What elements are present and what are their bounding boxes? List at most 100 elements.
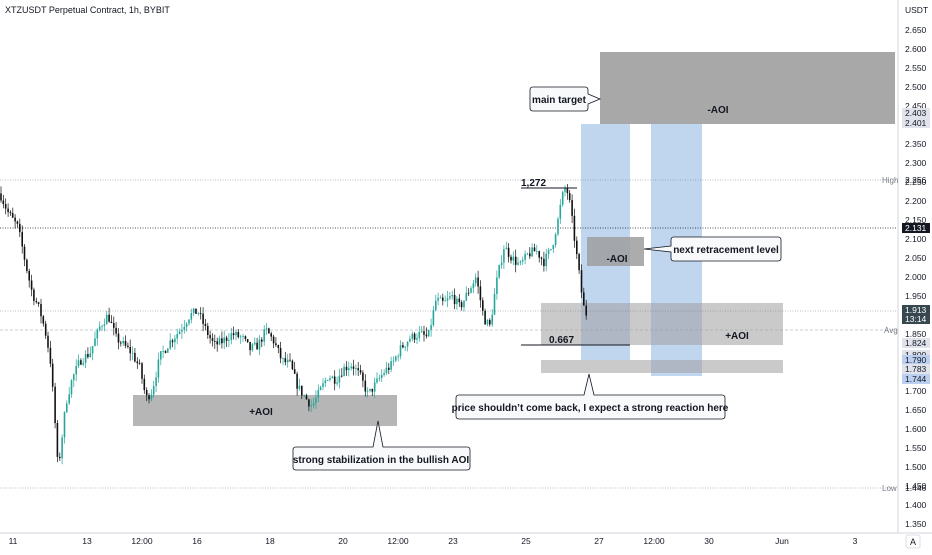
candle-body <box>474 277 477 284</box>
candle-body <box>282 358 284 359</box>
candle-body <box>237 332 240 338</box>
neg-aoi-mid-label: -AOI <box>606 254 627 265</box>
main-target-aoi-zone[interactable] <box>600 52 895 124</box>
candle-body <box>512 256 515 261</box>
candle-body <box>345 366 348 371</box>
candle-body <box>171 340 174 343</box>
candle-body <box>554 234 557 245</box>
candle-body <box>576 240 578 255</box>
candle-body <box>322 383 324 387</box>
candle-body <box>56 423 59 457</box>
candle-body <box>120 342 122 344</box>
candle-body <box>533 247 536 252</box>
candle-body <box>484 310 486 325</box>
bullish-aoi-zone-left[interactable] <box>133 395 397 426</box>
y-tick-label: 1.850 <box>905 329 927 339</box>
candle-body <box>190 313 193 320</box>
price-tag-bg <box>902 355 930 365</box>
x-tick-label: 23 <box>448 536 458 546</box>
price-axis[interactable]: USDT 1.350 1.400 1.450 1.500 1.550 1.600 1.650… <box>897 0 928 533</box>
y-tick-label: 2.100 <box>905 234 927 244</box>
auto-scale-button[interactable]: A <box>905 534 921 549</box>
candle-body <box>352 366 355 369</box>
come-back-callout[interactable]: price shouldn’t come back, I expect a st… <box>452 373 729 420</box>
candle-body <box>505 247 508 250</box>
candle-body <box>117 333 120 343</box>
candle-body <box>249 342 251 351</box>
candle-body <box>19 223 21 233</box>
candle-body <box>37 302 40 304</box>
retracement-aoi-zone[interactable] <box>587 237 644 266</box>
candle-body <box>242 336 244 337</box>
candle-body <box>355 368 357 369</box>
candle-body <box>503 249 505 263</box>
candle-body <box>258 339 261 350</box>
candle-body <box>357 368 359 371</box>
candle-body <box>14 217 16 222</box>
candle-body <box>550 249 552 250</box>
bullish-aoi-zone-right[interactable] <box>541 303 783 345</box>
candle-body <box>585 305 587 316</box>
stabilization-callout[interactable]: strong stabilization in the bullish AOI <box>292 420 471 471</box>
candle-body <box>49 347 52 364</box>
candle-body <box>246 339 249 342</box>
candle-body <box>315 397 317 404</box>
time-axis[interactable]: 11 13 12:00 16 18 20 12:00 23 25 27 12:00 30 Jun 3 <box>9 536 858 546</box>
next-retracement-callout[interactable]: next retracement level <box>643 236 782 262</box>
candle-body <box>303 395 305 397</box>
candle-body <box>388 367 390 370</box>
candle-body <box>192 308 195 313</box>
candle-body <box>435 300 437 311</box>
candle-body <box>28 271 30 281</box>
y-tick-label: 2.050 <box>905 253 927 263</box>
candle-body <box>402 345 404 348</box>
candle-body <box>373 382 376 392</box>
candle-body <box>458 298 461 303</box>
low-level-label: Low 1.446 <box>882 483 927 493</box>
candle-body <box>185 323 188 327</box>
candle-body <box>397 356 399 358</box>
candle-body <box>543 258 545 267</box>
candle-body <box>289 359 291 361</box>
candle-body <box>105 314 108 325</box>
price-tag-text: 1.790 <box>905 355 927 365</box>
price-tag-text: 13:14 <box>905 314 927 324</box>
candle-body <box>199 313 202 314</box>
y-tick-label: 1.700 <box>905 386 927 396</box>
x-tick-label: 13 <box>82 536 92 546</box>
candle-body <box>268 328 270 334</box>
main-target-callout[interactable]: main target <box>529 86 602 112</box>
auto-scale-label: A <box>910 537 916 547</box>
candle-body <box>559 204 562 219</box>
candle-body <box>87 354 89 358</box>
candle-body <box>113 323 115 328</box>
candle-body <box>89 353 92 357</box>
candle-body <box>536 251 538 252</box>
x-tick-label: 16 <box>192 536 202 546</box>
candle-body <box>277 345 280 348</box>
candle-body <box>364 380 367 392</box>
candle-body <box>500 262 503 266</box>
candle-body <box>580 270 583 293</box>
candle-body <box>301 385 303 396</box>
main-target-top-text: 2.403 <box>905 108 927 118</box>
candle-body <box>207 326 209 335</box>
y-tick-label: 1.500 <box>905 462 927 472</box>
candle-body <box>9 212 12 214</box>
candle-body <box>209 335 211 339</box>
candle-body <box>348 368 350 371</box>
x-tick-label: 25 <box>521 536 531 546</box>
candle-body <box>23 246 26 260</box>
candle-body <box>477 277 479 287</box>
candle-body <box>420 331 423 333</box>
candle-body <box>256 342 258 350</box>
bullish-aoi-zone-lower[interactable] <box>541 360 783 373</box>
candle-body <box>470 288 472 293</box>
candle-body <box>538 251 540 258</box>
candle-body <box>566 188 569 194</box>
candle-body <box>380 374 383 378</box>
candle-body <box>21 232 23 247</box>
high-level-label: High 2.256 <box>882 175 927 185</box>
come-back-text: price shouldn’t come back, I expect a st… <box>452 403 729 414</box>
